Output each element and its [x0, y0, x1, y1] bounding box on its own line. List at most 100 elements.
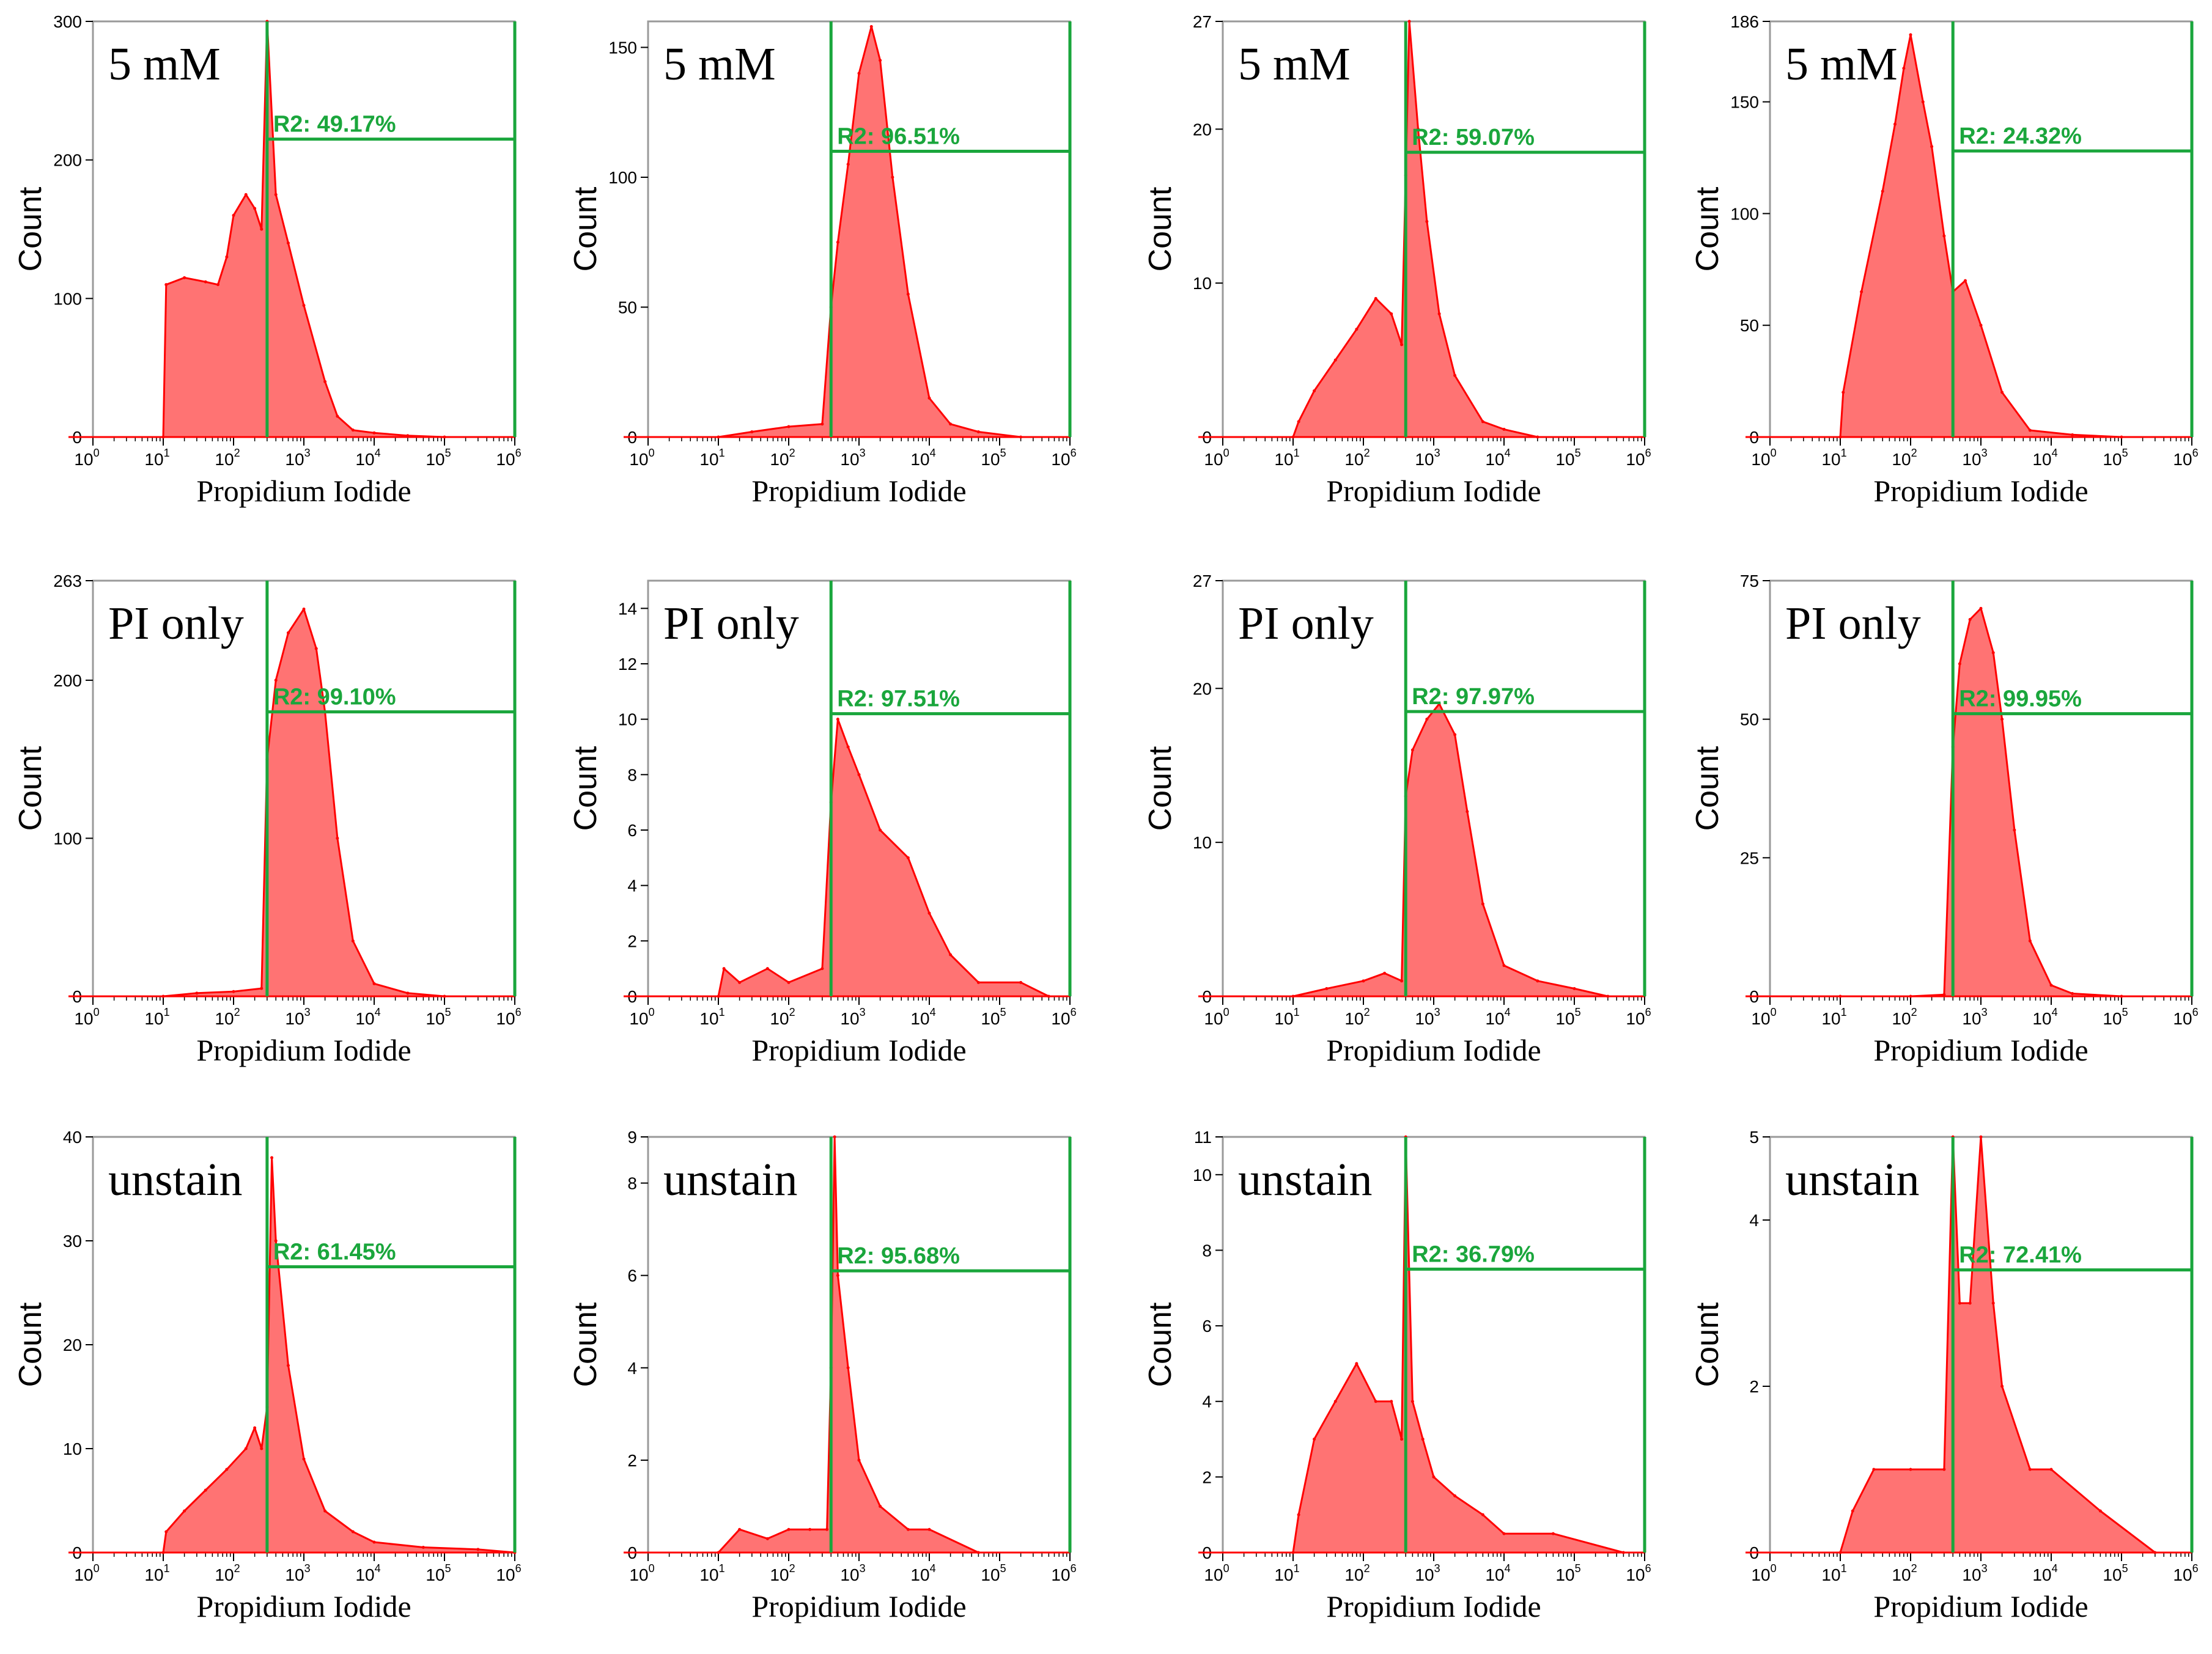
y-tick-label: 8: [627, 765, 637, 784]
histogram-point: [906, 856, 910, 859]
histogram-point: [1572, 987, 1576, 990]
x-axis-label: Propidium Iodide: [1873, 1033, 2088, 1067]
x-tick-label: 104: [910, 1562, 935, 1584]
histogram-point: [825, 1527, 829, 1531]
histogram-point: [1963, 279, 1967, 282]
x-tick-label: 101: [699, 1562, 724, 1584]
histogram-point: [846, 163, 850, 166]
x-tick-label: 101: [699, 447, 724, 469]
panel-7: 1001011021031041051060102027R2: 97.97%PI…: [1143, 572, 1651, 1067]
x-tick-label: 106: [1626, 1006, 1651, 1028]
histogram-point: [1465, 810, 1469, 814]
y-tick-label: 150: [608, 39, 637, 57]
histogram-point: [1968, 617, 1972, 621]
histogram-point: [857, 1458, 861, 1462]
histogram-point: [1453, 733, 1457, 737]
x-tick-label: 103: [1962, 1006, 1987, 1028]
y-tick-label: 12: [618, 655, 637, 674]
histogram-point: [1453, 373, 1457, 377]
histogram-point: [421, 1546, 425, 1549]
gate-label: R2: 49.17%: [273, 112, 396, 138]
gate-label: R2: 59.07%: [1412, 125, 1535, 150]
histogram-point: [1991, 651, 1995, 655]
x-axis-label: Propidium Iodide: [751, 1589, 966, 1623]
histogram-point: [1881, 189, 1884, 193]
histogram-point: [1909, 1468, 1912, 1471]
histogram-point: [765, 967, 769, 971]
x-tick-label: 106: [2173, 1562, 2198, 1584]
x-tick-label: 105: [981, 1006, 1006, 1028]
y-tick-label: 27: [1193, 12, 1212, 31]
x-tick-label: 102: [1344, 1006, 1370, 1028]
y-axis-label: Count: [1690, 1302, 1725, 1387]
histogram-point: [1333, 1400, 1337, 1403]
histogram-point: [765, 1537, 769, 1540]
y-axis-label: Count: [13, 746, 48, 831]
panel-5: 1001011021031041051060100200263R2: 99.10…: [13, 572, 522, 1067]
y-tick-label: 2: [627, 1451, 637, 1470]
x-tick-label: 106: [1051, 1562, 1076, 1584]
histogram-point: [2000, 718, 2004, 721]
histogram-point: [833, 1135, 836, 1139]
histogram-point: [314, 647, 318, 650]
y-tick-label: 2: [1202, 1468, 1212, 1487]
y-tick-label: 75: [1740, 572, 1759, 590]
histogram-point: [286, 631, 290, 634]
histogram-series: [162, 608, 446, 998]
y-tick-label: 186: [1730, 12, 1759, 31]
histogram-point: [1325, 987, 1329, 990]
histogram-point: [286, 1364, 290, 1367]
histogram-point: [1991, 1301, 1995, 1305]
histogram-point: [1400, 343, 1404, 347]
histogram-point: [1390, 312, 1393, 316]
y-tick-label: 263: [53, 572, 82, 590]
x-tick-label: 105: [2103, 1006, 2128, 1028]
y-tick-label: 2: [1749, 1377, 1759, 1396]
gate-label: R2: 36.79%: [1412, 1241, 1535, 1267]
histogram-point: [808, 1527, 812, 1531]
histogram-series: [162, 1156, 516, 1554]
x-tick-label: 105: [1555, 447, 1580, 469]
x-tick-label: 105: [426, 1006, 451, 1028]
histogram-point: [1383, 971, 1387, 975]
x-tick-label: 104: [1485, 447, 1510, 469]
panel-4: 100101102103104105106050100150186R2: 24.…: [1690, 12, 2199, 508]
x-axis-label: Propidium Iodide: [1326, 1033, 1541, 1067]
x-tick-label: 102: [1892, 1006, 1917, 1028]
x-axis-label: Propidium Iodide: [1873, 1589, 2088, 1623]
histogram-point: [857, 72, 861, 75]
x-tick-label: 100: [74, 1562, 99, 1584]
histogram-point: [787, 980, 791, 984]
histogram-point: [1860, 290, 1864, 293]
x-axis-label: Propidium Iodide: [751, 1033, 966, 1067]
y-tick-label: 10: [1193, 274, 1212, 293]
y-tick-label: 6: [1202, 1317, 1212, 1336]
gate-label: R2: 24.32%: [1959, 123, 2082, 149]
y-tick-label: 100: [53, 289, 82, 308]
histogram-point: [406, 991, 410, 995]
histogram-point: [722, 967, 726, 971]
x-tick-label: 104: [910, 1006, 935, 1028]
x-tick-label: 100: [629, 447, 654, 469]
x-tick-label: 103: [285, 1006, 310, 1028]
histogram-point: [286, 241, 290, 245]
panel-label: unstain: [1785, 1154, 1920, 1205]
x-axis-label: Propidium Iodide: [1326, 474, 1541, 508]
histogram-point: [836, 240, 839, 244]
y-tick-label: 20: [1193, 120, 1212, 139]
histogram-point: [1902, 67, 1906, 70]
histogram-point: [820, 967, 824, 971]
histogram-point: [232, 213, 235, 217]
histogram-point: [323, 380, 327, 383]
histogram-point: [1958, 1301, 1961, 1305]
histogram-point: [1297, 1513, 1300, 1516]
histogram-point: [2049, 1468, 2053, 1471]
histogram-point: [949, 953, 953, 957]
histogram-point: [787, 425, 791, 428]
histogram-point: [2028, 939, 2032, 943]
y-tick-label: 10: [63, 1439, 82, 1458]
y-tick-label: 4: [627, 1359, 637, 1378]
panel-label: PI only: [108, 598, 244, 649]
histogram-point: [372, 1540, 376, 1544]
histogram-point: [1841, 391, 1845, 394]
